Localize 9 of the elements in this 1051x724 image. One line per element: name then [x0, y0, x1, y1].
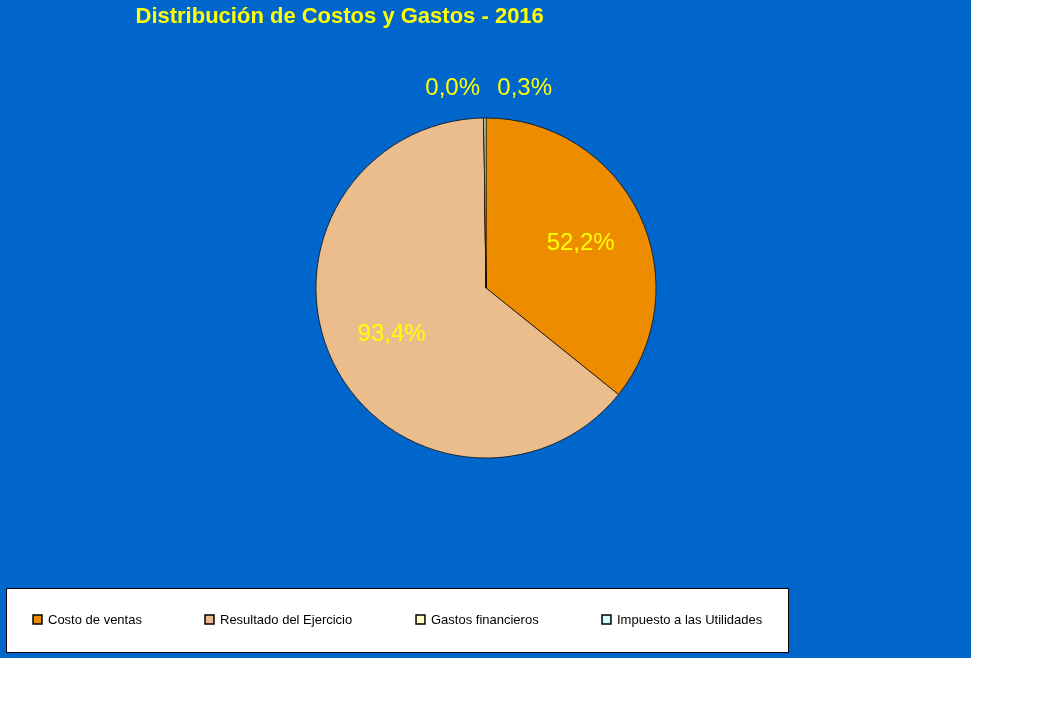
data-label: 52,2% [546, 227, 615, 255]
data-label: 93,4% [357, 318, 426, 346]
data-label: 0,3% [497, 73, 552, 100]
text: 0,0% [425, 73, 480, 100]
legend-label: Gastos financieros [431, 611, 540, 627]
legend-label: Costo de ventas [48, 611, 143, 627]
chart-title: Distribución de Costos y Gastos - 2016 [135, 3, 544, 28]
legend-label: Impuesto a las Utilidades [617, 611, 763, 627]
legend-label: Resultado del Ejercicio [220, 611, 353, 627]
